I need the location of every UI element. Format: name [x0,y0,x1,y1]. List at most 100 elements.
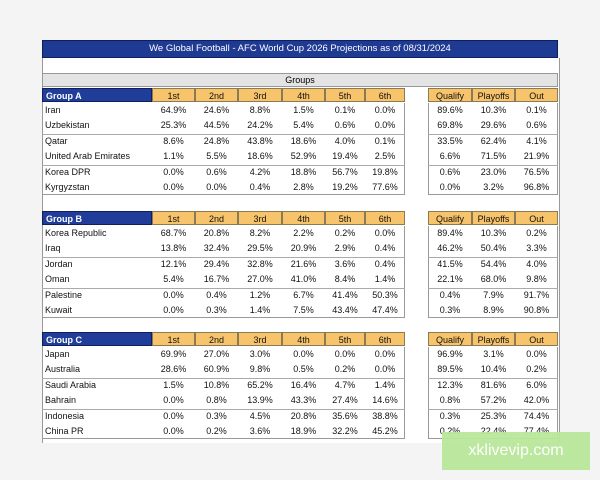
cell-value: 0.6% [334,120,356,131]
cell-value: 35.6% [332,410,358,421]
cell-value: 32.4% [203,243,230,254]
cell-value: 5.4% [293,120,314,131]
team-name: Korea Republic [45,228,107,238]
column-header: 2nd [195,332,238,346]
cell-value: 81.6% [480,379,507,390]
cell-value: 0.0% [206,182,227,192]
team-name: Kyrgyzstan [45,182,90,192]
cell-value: 13.9% [247,395,273,406]
cell-value: 64.9% [160,105,187,115]
cell-value: 16.4% [290,379,317,390]
cell-value: 4.5% [249,410,271,421]
cell-value: 0.0% [374,120,396,131]
cell-value: 0.0% [163,289,184,300]
cell-value: 20.9% [290,243,317,254]
cell-value: 43.8% [247,135,273,146]
column-header: 3rd [238,211,282,225]
cell-value: 8.9% [483,305,504,315]
cell-value: 0.0% [374,105,396,115]
team-name: Qatar [45,135,68,146]
cell-value: 3.1% [483,349,504,359]
column-header: 2nd [195,211,238,225]
cell-value: 19.2% [332,182,358,192]
row-separator [428,133,558,135]
team-name: Bahrain [45,395,77,406]
cell-value: 0.0% [439,182,461,192]
cell-value: 4.1% [526,135,547,146]
column-header: Playoffs [472,332,515,346]
cell-value: 0.0% [163,410,184,421]
cell-value: 25.3% [480,410,507,421]
cell-value: 8.8% [249,105,271,115]
cell-value: 18.8% [290,166,317,177]
cell-value: 19.4% [332,151,358,162]
cell-value: 57.2% [480,395,507,406]
cell-value: 0.2% [206,426,227,436]
cell-value: 46.2% [437,243,463,254]
row-separator [42,256,405,258]
cell-value: 8.6% [163,135,184,146]
cell-value: 0.6% [526,120,547,131]
column-header: Out [515,332,558,346]
cell-value: 12.1% [160,258,187,269]
cell-value: 14.6% [372,395,398,406]
cell-value: 4.0% [334,135,356,146]
cell-value: 32.2% [332,426,358,436]
cell-value: 68.7% [160,228,187,238]
cell-value: 52.9% [290,151,317,162]
cell-value: 3.3% [526,243,547,254]
cell-value: 27.4% [332,395,358,406]
team-name: Japan [45,349,70,359]
cell-value: 89.4% [437,228,463,238]
team-name: Jordan [45,258,73,269]
cell-value: 25.3% [160,120,187,131]
row-separator [42,287,405,289]
column-header: Qualify [428,88,472,102]
cell-value: 29.6% [480,120,507,131]
cell-value: 10.3% [480,228,507,238]
cell-value: 0.6% [206,166,227,177]
cell-value: 3.0% [249,349,271,359]
cell-value: 12.3% [437,379,463,390]
cell-value: 22.4% [480,426,507,436]
column-header: 3rd [238,332,282,346]
cell-value: 18.9% [290,426,317,436]
team-name: United Arab Emirates [45,151,131,162]
cell-value: 1.2% [249,289,271,300]
cell-value: 0.8% [439,395,461,406]
cell-value: 54.4% [480,258,507,269]
cell-value: 24.6% [203,105,230,115]
cell-value: 0.0% [163,426,184,436]
column-header: 5th [325,88,365,102]
cell-value: 23.0% [480,166,507,177]
cell-value: 8.4% [334,274,356,285]
cell-value: 18.6% [247,151,273,162]
column-header: 4th [282,332,325,346]
cell-value: 69.8% [437,120,463,131]
column-header: Qualify [428,211,472,225]
cell-value: 1.5% [163,379,184,390]
cell-value: 7.5% [293,305,314,315]
row-separator [42,164,405,166]
team-name: Indonesia [45,410,85,421]
cell-value: 0.0% [526,349,547,359]
cell-value: 20.8% [203,228,230,238]
left-box [42,103,405,196]
cell-value: 1.1% [163,151,184,162]
cell-value: 0.2% [526,364,547,375]
row-separator [428,377,558,379]
cell-value: 28.6% [160,364,187,375]
cell-value: 3.2% [483,182,504,192]
cell-value: 1.5% [293,105,314,115]
right-box [428,226,558,319]
cell-value: 0.4% [374,258,396,269]
cell-value: 22.1% [437,274,463,285]
row-separator [428,256,558,258]
cell-value: 0.1% [334,105,356,115]
cell-value: 90.8% [523,305,550,315]
cell-value: 62.4% [480,135,507,146]
cell-value: 0.2% [334,228,356,238]
cell-value: 0.0% [163,166,184,177]
team-name: China PR [45,426,84,436]
